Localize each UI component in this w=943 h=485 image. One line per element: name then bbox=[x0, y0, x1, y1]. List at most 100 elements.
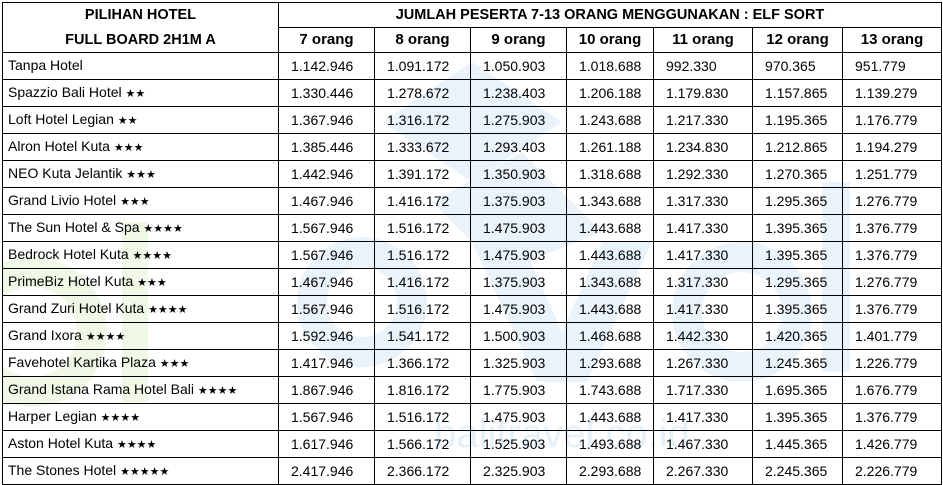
hotel-name-cell: NEO Kuta Jelantik ★★★ bbox=[2, 160, 279, 188]
hotel-name: Harper Legian bbox=[8, 408, 97, 424]
table-row: Aston Hotel Kuta ★★★★ 1.617.946 1.566.172 1… bbox=[2, 430, 943, 458]
hotel-name: Favehotel Kartika Plaza bbox=[8, 354, 156, 370]
header-row-1: PILIHAN HOTEL JUMLAH PESERTA 7-13 ORANG … bbox=[2, 2, 943, 28]
hotel-name: Grand Ixora bbox=[8, 327, 82, 343]
price-cell: 1.018.688 bbox=[566, 52, 654, 80]
price-cell: 1.206.188 bbox=[566, 79, 654, 107]
table-row: Grand Zuri Hotel Kuta ★★★★ 1.567.946 1.516… bbox=[2, 295, 943, 323]
price-cell: 1.375.903 bbox=[470, 268, 567, 296]
price-cell: 1.442.330 bbox=[653, 322, 753, 350]
price-cell: 970.365 bbox=[752, 52, 843, 80]
price-cell: 1.270.365 bbox=[752, 160, 843, 188]
hotel-name-cell: Grand Ixora ★★★★ bbox=[2, 322, 279, 350]
price-cell: 1.567.946 bbox=[278, 295, 375, 323]
column-header: 7 orang bbox=[278, 27, 375, 53]
price-cell: 1.567.946 bbox=[278, 214, 375, 242]
price-cell: 1.475.903 bbox=[470, 403, 567, 431]
star-rating: ★★★ bbox=[113, 142, 144, 154]
price-cell: 1.234.830 bbox=[653, 133, 753, 161]
star-rating: ★★★★ bbox=[100, 412, 141, 424]
hotel-name-cell: Bedrock Hotel Kuta ★★★★ bbox=[2, 241, 279, 269]
header-package-label: FULL BOARD 2H1M A bbox=[2, 27, 279, 53]
price-cell: 1.194.279 bbox=[841, 133, 943, 161]
price-cell: 951.779 bbox=[841, 52, 943, 80]
price-cell: 1.475.903 bbox=[470, 295, 567, 323]
price-cell: 1.525.903 bbox=[470, 430, 567, 458]
price-cell: 1.251.779 bbox=[841, 160, 943, 188]
price-cell: 1.142.946 bbox=[278, 52, 375, 80]
price-cell: 1.867.946 bbox=[278, 376, 375, 404]
price-cell: 1.293.403 bbox=[470, 133, 567, 161]
table-row: Loft Hotel Legian ★★ 1.367.946 1.316.172 1.… bbox=[2, 106, 943, 134]
price-cell: 2.417.946 bbox=[278, 457, 375, 485]
price-cell: 1.443.688 bbox=[566, 214, 654, 242]
price-cell: 1.295.365 bbox=[752, 187, 843, 215]
hotel-name-cell: Grand Istana Rama Hotel Bali ★★★★ bbox=[2, 376, 279, 404]
star-rating: ★★ bbox=[125, 88, 146, 100]
price-cell: 1.261.188 bbox=[566, 133, 654, 161]
price-cell: 1.395.365 bbox=[752, 241, 843, 269]
price-cell: 1.226.779 bbox=[841, 349, 943, 377]
price-cell: 1.245.365 bbox=[752, 349, 843, 377]
price-cell: 1.467.330 bbox=[653, 430, 753, 458]
price-cell: 1.467.946 bbox=[278, 187, 375, 215]
star-rating: ★★★★ bbox=[148, 304, 188, 316]
price-cell: 1.330.446 bbox=[278, 79, 375, 107]
price-cell: 1.443.688 bbox=[566, 295, 654, 323]
price-cell: 1.366.172 bbox=[374, 349, 471, 377]
price-cell: 1.541.172 bbox=[374, 322, 471, 350]
price-cell: 1.293.688 bbox=[566, 349, 654, 377]
hotel-name-cell: Favehotel Kartika Plaza ★★★ bbox=[2, 349, 279, 377]
price-cell: 2.226.779 bbox=[841, 457, 943, 485]
hotel-name: Bedrock Hotel Kuta bbox=[8, 246, 129, 262]
price-cell: 1.493.688 bbox=[566, 430, 654, 458]
price-cell: 1.350.903 bbox=[470, 160, 567, 188]
star-rating: ★★★★ bbox=[143, 223, 183, 235]
star-rating: ★★★★★ bbox=[120, 466, 170, 478]
header-group-title: JUMLAH PESERTA 7-13 ORANG MENGGUNAKAN : … bbox=[277, 2, 943, 28]
hotel-name: Spazzio Bali Hotel bbox=[8, 84, 122, 100]
price-cell: 1.139.279 bbox=[841, 79, 943, 107]
price-cell: 1.516.172 bbox=[374, 295, 471, 323]
price-cell: 1.420.365 bbox=[752, 322, 843, 350]
star-rating: ★★★★ bbox=[116, 439, 157, 451]
price-cell: 1.375.903 bbox=[470, 187, 567, 215]
price-cell: 1.443.688 bbox=[566, 403, 654, 431]
price-cell: 1.816.172 bbox=[374, 376, 471, 404]
price-cell: 1.295.365 bbox=[752, 268, 843, 296]
price-cell: 1.417.330 bbox=[653, 214, 753, 242]
hotel-name-cell: Grand Zuri Hotel Kuta ★★★★ bbox=[2, 295, 279, 323]
price-cell: 1.391.172 bbox=[374, 160, 471, 188]
column-header: 13 orang bbox=[841, 27, 943, 53]
price-cell: 1.516.172 bbox=[374, 403, 471, 431]
price-cell: 1.467.946 bbox=[278, 268, 375, 296]
hotel-name: PrimeBiz Hotel Kuta bbox=[8, 273, 134, 289]
star-rating: ★★★ bbox=[159, 358, 190, 370]
hotel-name: Aston Hotel Kuta bbox=[8, 435, 114, 451]
price-cell: 1.243.688 bbox=[566, 106, 654, 134]
star-rating: ★★★★ bbox=[132, 250, 172, 262]
hotel-name: Grand Zuri Hotel Kuta bbox=[8, 300, 145, 316]
price-cell: 1.317.330 bbox=[653, 187, 753, 215]
price-cell: 1.743.688 bbox=[566, 376, 654, 404]
price-cell: 1.417.330 bbox=[653, 295, 753, 323]
hotel-name: The Sun Hotel & Spa bbox=[8, 219, 140, 235]
price-cell: 1.376.779 bbox=[841, 403, 943, 431]
hotel-name-cell: Loft Hotel Legian ★★ bbox=[2, 106, 279, 134]
table-row: Grand Istana Rama Hotel Bali ★★★★ 1.867.9… bbox=[2, 376, 943, 404]
price-cell: 2.267.330 bbox=[653, 457, 753, 485]
price-cell: 1.417.946 bbox=[278, 349, 375, 377]
table-body: Tanpa Hotel 1.142.946 1.091.172 1.050.903 1… bbox=[2, 52, 943, 485]
price-cell: 1.325.903 bbox=[470, 349, 567, 377]
price-cell: 1.212.865 bbox=[752, 133, 843, 161]
star-rating: ★★★ bbox=[137, 277, 167, 289]
hotel-name-cell: Tanpa Hotel bbox=[2, 52, 279, 80]
price-cell: 1.417.330 bbox=[653, 241, 753, 269]
price-cell: 1.516.172 bbox=[374, 214, 471, 242]
price-cell: 1.416.172 bbox=[374, 268, 471, 296]
column-header: 8 orang bbox=[374, 27, 471, 53]
hotel-name-cell: The Stones Hotel ★★★★★ bbox=[2, 457, 279, 485]
price-cell: 1.592.946 bbox=[278, 322, 375, 350]
